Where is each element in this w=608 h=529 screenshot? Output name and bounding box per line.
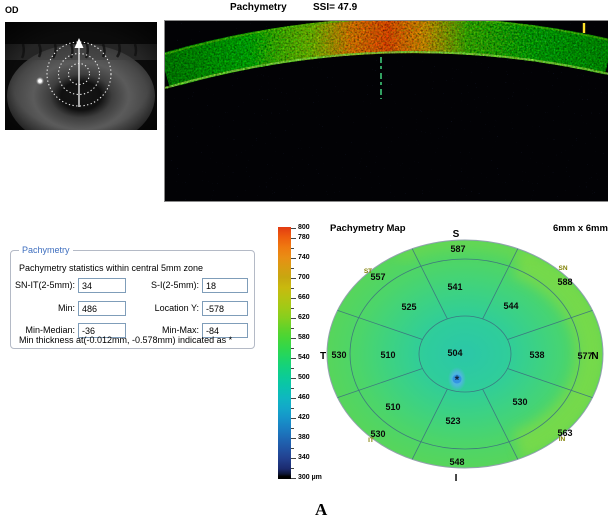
thickness-colorbar (278, 227, 291, 479)
direction-sn: SN (558, 265, 567, 272)
eye-label: OD (5, 5, 19, 15)
direction-st: ST (364, 268, 372, 275)
colorbar-label: 780 (298, 234, 310, 241)
min-label: Min: (57, 303, 75, 313)
colorbar-label: 340 (298, 454, 310, 461)
page-title: Pachymetry (230, 2, 287, 13)
map-sector-grid (337, 248, 593, 460)
sn-it-label: SN-IT(2-5mm): (15, 280, 75, 290)
inner-in-value: 530 (512, 397, 527, 407)
inner-i-value: 523 (445, 416, 460, 426)
panel-title: Pachymetry (19, 245, 73, 255)
direction-in: IN (559, 436, 566, 443)
min-max-field[interactable] (202, 323, 248, 338)
outer-t-value: 530 (331, 350, 346, 360)
location-y-label: Location Y: (154, 303, 199, 313)
colorbar-label: 800 (298, 224, 310, 231)
outer-sn-value: 588 (557, 277, 572, 287)
colorbar-label: 380 (298, 434, 310, 441)
colorbar-label: 420 (298, 414, 310, 421)
colorbar-label: 660 (298, 294, 310, 301)
scan-direction-arrow (74, 38, 84, 107)
outer-s-value: 587 (450, 244, 465, 254)
sn-it-field[interactable] (78, 278, 126, 293)
colorbar-label: 580 (298, 334, 310, 341)
pachymetry-map: S I T N ST SN IT IN 587 557 588 530 577 … (320, 229, 604, 484)
colorbar-label: 460 (298, 394, 310, 401)
map-title: Pachymetry Map (330, 223, 406, 234)
min-marker-asterisk: * (455, 373, 460, 387)
min-field[interactable] (78, 301, 126, 316)
outer-i-value: 548 (449, 457, 464, 467)
eye-photo (5, 22, 157, 130)
pachymetry-stats-panel: Pachymetry Pachymetry statistics within … (10, 245, 255, 349)
direction-i: I (455, 473, 458, 484)
min-thickness-footnote: Min thickness at(-0.012mm, -0.578mm) ind… (19, 335, 233, 345)
s-i-label: S-I(2-5mm): (151, 280, 199, 290)
panel-subtitle: Pachymetry statistics within central 5mm… (19, 263, 204, 273)
colorbar-label: 620 (298, 314, 310, 321)
oct-bscan-image (164, 20, 608, 202)
colorbar-label: 540 (298, 354, 310, 361)
cornea-cross-section (165, 21, 608, 90)
location-y-field[interactable] (202, 301, 248, 316)
outer-in-value: 563 (557, 428, 572, 438)
inner-n-value: 538 (529, 350, 544, 360)
min-median-field[interactable] (78, 323, 126, 338)
min-max-label: Min-Max: (161, 325, 199, 335)
colorbar-label: 300 µm (298, 474, 322, 481)
outer-it-value: 530 (370, 429, 385, 439)
ssi-value: SSI= 47.9 (313, 2, 358, 13)
inner-it-value: 510 (385, 402, 400, 412)
inner-s-value: 541 (447, 282, 462, 292)
colorbar-label: 700 (298, 274, 310, 281)
inner-st-value: 525 (401, 302, 416, 312)
direction-s: S (453, 229, 460, 240)
outer-n-value: 577 (577, 351, 592, 361)
colorbar-label: 500 (298, 374, 310, 381)
inner-sn-value: 544 (503, 301, 518, 311)
outer-st-value: 557 (370, 272, 385, 282)
direction-n: N (591, 351, 598, 362)
direction-it: IT (368, 437, 374, 444)
inner-t-value: 510 (380, 350, 395, 360)
map-size-label: 6mm x 6mm (553, 223, 608, 234)
map-color-disc (326, 239, 604, 469)
figure-label: A (315, 500, 328, 519)
center-value: 504 (447, 348, 462, 358)
direction-t: T (320, 351, 326, 362)
min-median-label: Min-Median: (25, 325, 75, 335)
s-i-field[interactable] (202, 278, 248, 293)
colorbar-label: 740 (298, 254, 310, 261)
